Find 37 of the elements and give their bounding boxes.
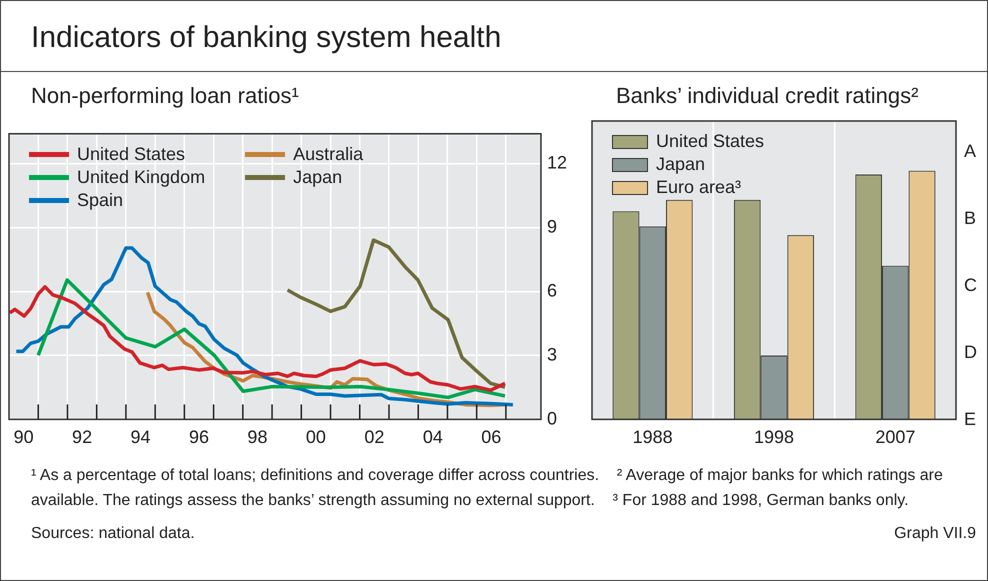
y-tick-label: 6 bbox=[546, 280, 557, 300]
legend-label: United States bbox=[77, 144, 186, 165]
text: C bbox=[964, 275, 977, 296]
x-tick-label: 98 bbox=[247, 427, 268, 448]
y-tick-label: 12 bbox=[546, 152, 568, 173]
x-tick-label: 1998 bbox=[754, 427, 794, 448]
text: D bbox=[964, 342, 977, 362]
x-tick-label: 2007 bbox=[875, 427, 916, 448]
source-note: Sources: national data. bbox=[31, 524, 195, 544]
legend-label: Spain bbox=[77, 190, 124, 211]
text: B bbox=[964, 208, 976, 228]
legend-label: Japan bbox=[293, 166, 342, 188]
x-tick-label: 00 bbox=[306, 427, 326, 448]
y-tick-label: 3 bbox=[546, 344, 557, 364]
x-tick-label: 92 bbox=[72, 427, 92, 448]
x-tick-label: 04 bbox=[422, 427, 443, 448]
x-tick-label: 06 bbox=[481, 427, 502, 448]
x-tick-label: 94 bbox=[130, 427, 151, 448]
legend-label: Euro area³ bbox=[656, 177, 742, 198]
x-tick-label: 90 bbox=[14, 427, 34, 448]
text: E bbox=[964, 409, 976, 430]
text: A bbox=[964, 141, 976, 162]
legend-label: United Kingdom bbox=[77, 166, 206, 188]
chart-title: Indicators of banking system health bbox=[31, 21, 502, 55]
x-tick-label: 96 bbox=[188, 427, 210, 448]
text: ¹ As a percentage of total loans; definitions and coverage differ across countries. ² Average of major banks for which ratings are bbox=[31, 467, 943, 484]
x-tick-label: 02 bbox=[364, 427, 384, 448]
y-tick-label: 9 bbox=[546, 216, 557, 237]
chart-title: Banks’ individual credit ratings² bbox=[616, 83, 920, 110]
y-tick-label: 0 bbox=[546, 408, 557, 428]
text: Graph VII.9 bbox=[894, 524, 976, 544]
text: available. The ratings assess the banks’ strength assuming no external support. ³ For 1988 and 1998, German banks only. bbox=[31, 492, 909, 509]
legend-label: Japan bbox=[656, 154, 706, 175]
chart-subtitle: Non-performing loan ratios¹ bbox=[31, 83, 300, 110]
legend-label: Australia bbox=[293, 144, 364, 165]
legend-label: United States bbox=[656, 131, 764, 152]
x-tick-label: 1988 bbox=[632, 427, 673, 448]
